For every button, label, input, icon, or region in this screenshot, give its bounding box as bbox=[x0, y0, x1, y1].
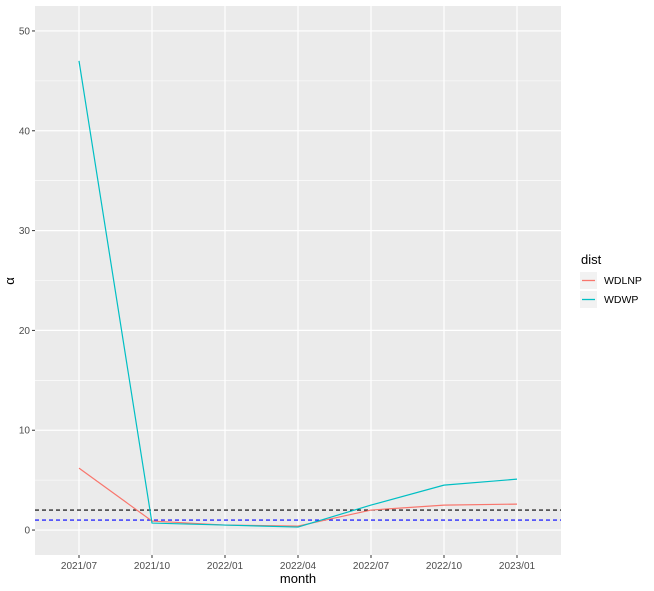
legend-label: WDWP bbox=[604, 294, 638, 306]
y-tick-label: 20 bbox=[19, 326, 31, 337]
x-axis-title: month bbox=[280, 571, 316, 586]
legend: dist WDLNP WDWP bbox=[580, 252, 642, 308]
y-axis: 0 10 20 30 40 50 bbox=[19, 26, 35, 537]
x-axis: 2021/07 2021/10 2022/01 2022/04 2022/07 2022/… bbox=[61, 555, 536, 572]
legend-label: WDLNP bbox=[604, 275, 642, 287]
y-tick-label: 40 bbox=[19, 126, 31, 137]
y-tick-label: 10 bbox=[19, 426, 31, 437]
x-tick-label: 2021/10 bbox=[134, 561, 171, 572]
x-tick-label: 2022/04 bbox=[280, 561, 317, 572]
y-axis-title: α bbox=[2, 277, 17, 285]
x-tick-label: 2022/10 bbox=[426, 561, 463, 572]
x-tick-label: 2023/01 bbox=[499, 561, 536, 572]
x-tick-label: 2022/07 bbox=[353, 561, 390, 572]
y-tick-label: 50 bbox=[19, 26, 31, 37]
reference-lines bbox=[35, 509, 561, 521]
legend-keys: WDLNP WDWP bbox=[580, 272, 642, 308]
grid-major bbox=[35, 6, 561, 555]
series-layer bbox=[78, 60, 518, 528]
x-tick-label: 2022/01 bbox=[207, 561, 244, 572]
y-tick-label: 0 bbox=[24, 526, 30, 537]
legend-title: dist bbox=[581, 252, 602, 267]
y-tick-label: 30 bbox=[19, 226, 31, 237]
series-line-wdwp bbox=[78, 60, 518, 528]
x-tick-label: 2021/07 bbox=[61, 561, 98, 572]
